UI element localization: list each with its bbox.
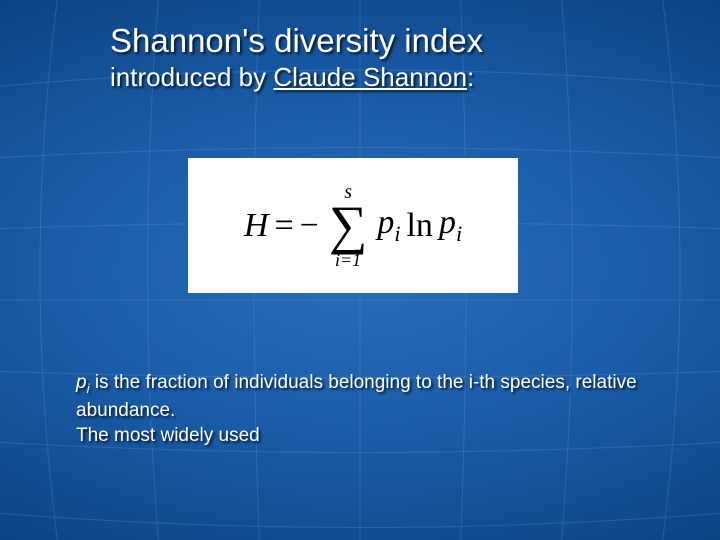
desc-line1: is the fraction of individuals belonging… xyxy=(76,372,637,421)
desc-pi: pi xyxy=(76,372,90,393)
formula-image: H = − s ∑ i=1 pi ln pi xyxy=(188,158,518,293)
sigma-icon: ∑ xyxy=(329,204,368,247)
subtitle-link: Claude Shannon xyxy=(273,62,467,92)
desc-line2: The most widely used xyxy=(76,425,260,446)
formula-lhs: H xyxy=(244,207,269,245)
subtitle-suffix: : xyxy=(467,62,474,92)
formula-sum: s ∑ i=1 xyxy=(329,182,368,269)
sum-lower: i=1 xyxy=(335,251,361,269)
formula-minus: − xyxy=(300,207,319,245)
formula-equals: = xyxy=(274,207,293,245)
slide-title: Shannon's diversity index xyxy=(110,22,664,60)
description-text: pi is the fraction of individuals belong… xyxy=(76,370,666,449)
formula-p2: pi xyxy=(439,204,462,247)
formula-p1: pi xyxy=(377,204,400,247)
subtitle-prefix: introduced by xyxy=(110,62,273,92)
formula-ln: ln xyxy=(406,207,432,245)
slide-subtitle: introduced by Claude Shannon: xyxy=(110,62,664,93)
